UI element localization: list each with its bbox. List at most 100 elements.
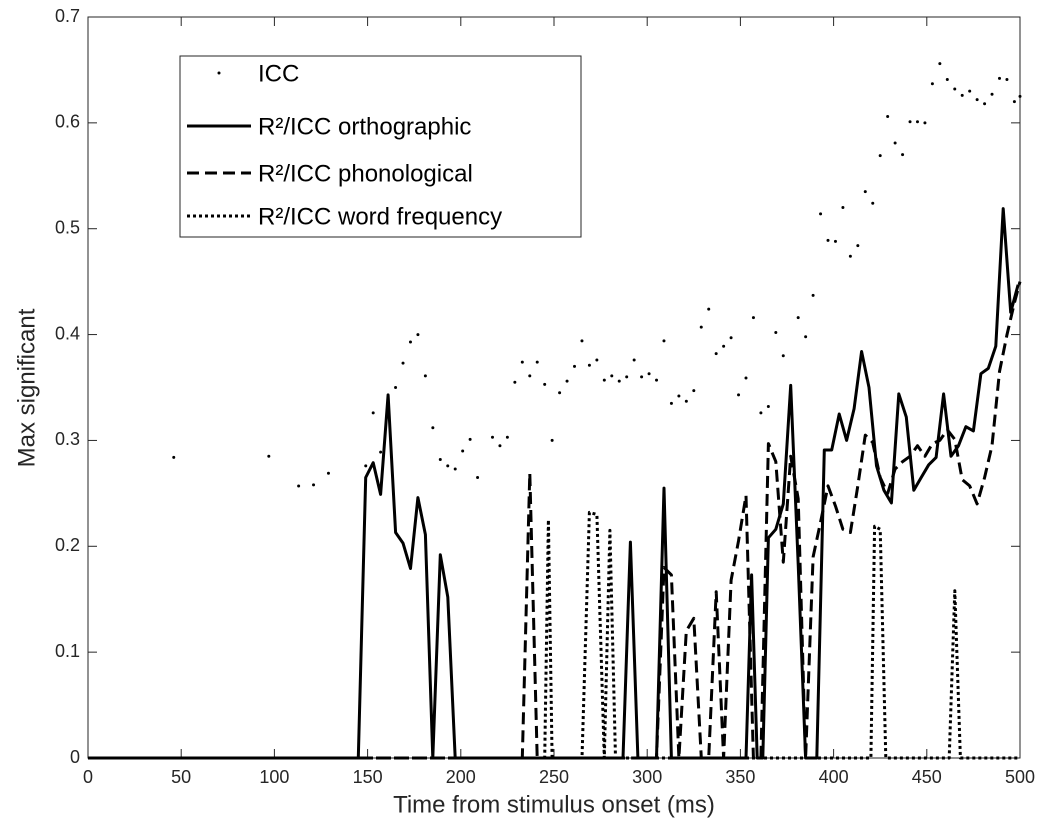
icc-dot bbox=[267, 454, 271, 458]
icc-dot bbox=[587, 363, 591, 367]
x-tick-label: 0 bbox=[83, 767, 93, 787]
icc-dot bbox=[595, 358, 599, 362]
icc-dot bbox=[759, 411, 763, 415]
x-tick-label: 100 bbox=[259, 767, 289, 787]
icc-dot bbox=[737, 393, 741, 397]
x-tick-label: 150 bbox=[353, 767, 383, 787]
icc-dot bbox=[379, 450, 383, 454]
y-tick-label: 0.4 bbox=[55, 323, 80, 343]
icc-dot bbox=[677, 394, 681, 398]
icc-dot bbox=[602, 378, 606, 382]
icc-dot bbox=[468, 437, 472, 441]
icc-dot bbox=[513, 380, 517, 384]
icc-dot bbox=[722, 344, 726, 348]
icc-dot bbox=[505, 435, 509, 439]
legend-label: ICC bbox=[258, 60, 299, 87]
icc-dot bbox=[565, 379, 569, 383]
x-tick-label: 300 bbox=[632, 767, 662, 787]
icc-dot bbox=[744, 376, 748, 380]
icc-dot bbox=[953, 87, 957, 91]
y-tick-label: 0.3 bbox=[55, 429, 80, 449]
icc-dot bbox=[647, 372, 651, 376]
icc-dot bbox=[662, 339, 666, 343]
icc-dot bbox=[804, 335, 808, 339]
x-tick-label: 400 bbox=[819, 767, 849, 787]
icc-dot bbox=[446, 464, 450, 468]
icc-dot bbox=[997, 76, 1001, 80]
icc-dot bbox=[550, 438, 554, 442]
icc-dot bbox=[453, 467, 457, 471]
series-line bbox=[88, 207, 1020, 760]
icc-dot bbox=[819, 212, 823, 216]
x-tick-label: 250 bbox=[539, 767, 569, 787]
icc-dot bbox=[655, 378, 659, 382]
icc-dot bbox=[975, 98, 979, 102]
series-line bbox=[88, 281, 1022, 760]
series-line bbox=[88, 510, 1020, 760]
legend-box bbox=[179, 55, 582, 238]
y-tick-label: 0.5 bbox=[55, 217, 80, 237]
icc-dot bbox=[893, 141, 897, 145]
icc-dot bbox=[684, 399, 688, 403]
icc-dot bbox=[707, 307, 711, 311]
y-tick-label: 0.1 bbox=[55, 641, 80, 661]
icc-dot bbox=[297, 484, 301, 488]
x-tick-label: 350 bbox=[725, 767, 755, 787]
icc-dot bbox=[938, 62, 942, 66]
icc-dot bbox=[172, 455, 176, 459]
icc-dot bbox=[1018, 94, 1022, 98]
icc-dot bbox=[610, 374, 614, 378]
icc-dot bbox=[923, 121, 927, 125]
legend-label: R²/ICC word frequency bbox=[258, 203, 502, 230]
icc-dot bbox=[960, 93, 964, 97]
icc-dot bbox=[640, 375, 644, 379]
icc-dot bbox=[945, 77, 949, 81]
icc-dot bbox=[632, 358, 636, 362]
icc-dot bbox=[714, 352, 718, 356]
icc-dot bbox=[535, 360, 539, 364]
icc-dot bbox=[841, 206, 845, 210]
icc-dot bbox=[1005, 77, 1009, 81]
icc-dot bbox=[438, 457, 442, 461]
icc-dot bbox=[543, 382, 547, 386]
icc-dot bbox=[990, 92, 994, 96]
icc-dot bbox=[781, 354, 785, 358]
icc-dot bbox=[490, 435, 494, 439]
icc-dot bbox=[408, 340, 412, 344]
icc-dot bbox=[878, 154, 882, 158]
icc-dot bbox=[669, 401, 673, 405]
icc-dot bbox=[401, 361, 405, 365]
icc-dot bbox=[326, 471, 330, 475]
icc-dot bbox=[901, 153, 905, 157]
icc-dot bbox=[930, 82, 934, 86]
icc-dot bbox=[766, 405, 770, 409]
legend-label: R²/ICC phonological bbox=[258, 160, 473, 187]
icc-dot bbox=[796, 316, 800, 320]
icc-dot bbox=[692, 389, 696, 393]
icc-dot bbox=[394, 386, 398, 389]
x-tick-label: 200 bbox=[446, 767, 476, 787]
icc-dot bbox=[476, 475, 480, 479]
icc-dot bbox=[826, 238, 830, 242]
icc-dot bbox=[423, 374, 427, 378]
y-tick-label: 0.7 bbox=[55, 6, 80, 26]
legend-marker bbox=[217, 71, 221, 75]
x-tick-label: 50 bbox=[171, 767, 191, 787]
icc-dot bbox=[729, 336, 733, 340]
icc-dot bbox=[856, 244, 860, 248]
icc-dot bbox=[848, 254, 852, 258]
y-axis-title: Max significant bbox=[13, 308, 40, 467]
icc-dot bbox=[498, 444, 502, 448]
icc-dot bbox=[968, 89, 972, 93]
icc-dot bbox=[431, 426, 435, 430]
icc-dot bbox=[699, 325, 703, 329]
icc-dot bbox=[863, 190, 867, 194]
x-tick-label: 450 bbox=[912, 767, 942, 787]
icc-dot bbox=[416, 333, 420, 337]
icc-dot bbox=[751, 316, 755, 320]
icc-dot bbox=[908, 120, 912, 124]
icc-dot bbox=[558, 391, 562, 395]
icc-dot bbox=[811, 293, 815, 297]
